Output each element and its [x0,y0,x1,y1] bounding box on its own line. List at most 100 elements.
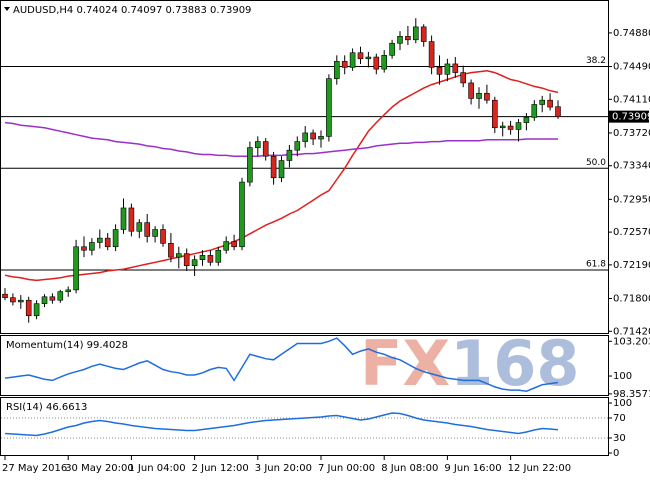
candle-body [215,249,222,263]
candle-body [484,92,490,101]
y-tick-label: 103.2039 [613,336,650,347]
candle [183,248,190,271]
candle-body [357,52,364,60]
candle [247,141,253,187]
candle [302,126,309,148]
candle [555,100,561,119]
candle [215,246,222,266]
candle [231,234,237,251]
candle [294,136,301,157]
candle [397,31,403,51]
candle [523,113,530,131]
candle [89,238,95,256]
candle-body [10,297,16,303]
y-tick-label: 30 [613,433,626,444]
candle-body [547,99,553,108]
candle-body [49,296,56,301]
candle-body [255,141,261,148]
candle-body [436,67,443,75]
candle-body [507,125,514,130]
candle [365,51,372,68]
candle-body [136,222,143,232]
candle-body [420,26,427,42]
rsi-panel [0,397,609,456]
candle-body [168,243,174,258]
candle-body [476,92,482,99]
candle-body [531,104,538,118]
x-tick-label: 3 Jun 20:00 [255,463,312,474]
indicator-line [4,412,559,437]
candle-body [428,41,435,68]
candle-body [318,136,324,140]
candle-body [373,56,380,70]
candle [278,156,285,183]
candle-body [405,36,411,41]
candle-body [183,253,190,267]
candle-body [223,241,229,251]
candle-body [97,237,103,243]
candle-body [112,229,119,248]
candle [17,295,24,309]
candle [104,232,111,251]
candle [349,48,356,71]
x-tick-label: 9 Jun 16:00 [444,463,501,474]
candle-body [460,72,467,84]
candle [476,87,482,109]
rsi-title: RSI(14) 46.6613 [6,402,87,413]
candle-body [491,99,498,129]
candle [97,229,103,249]
candle [468,79,474,105]
candle-body [452,63,459,73]
candle-body [397,36,403,44]
candle [333,55,340,85]
candle [33,300,40,320]
candle [452,57,459,78]
candle-body [302,132,309,142]
candle [460,65,467,88]
candle [286,145,293,168]
price-label-box [609,110,649,123]
y-tick-label: 70 [613,413,626,424]
x-tick-label: 8 Jun 08:00 [381,463,438,474]
candle-body [73,246,79,291]
candle [144,213,150,243]
candle-body [128,207,135,232]
candle-body [199,255,206,261]
candle-body [41,296,48,304]
candle-body [239,181,245,248]
candle-body [468,82,474,99]
x-tick-label: 27 May 2016 [2,463,67,474]
candle-body [286,149,293,161]
candle [2,288,8,301]
candle-body [412,26,419,41]
candle-body [57,291,64,301]
candle [405,26,411,45]
watermark: FX168 [360,327,580,400]
candle [539,95,546,113]
candle [436,55,443,85]
candle [507,120,514,135]
candle [41,294,48,308]
candle [515,119,522,142]
candle-body [270,155,277,179]
fib-label: 38.2 [586,56,606,66]
candle [136,219,143,239]
candle-body [310,132,316,140]
candle-body [365,56,372,60]
candle-body [120,207,127,230]
x-tick-label: 1 Jun 04:00 [128,463,185,474]
candle [326,74,332,142]
candle [168,232,174,263]
candle [120,198,127,234]
chart-title: AUDUSD,H4 0.74024 0.74097 0.73883 0.7390… [13,5,251,16]
candle [499,121,506,137]
candle-body [144,222,150,237]
